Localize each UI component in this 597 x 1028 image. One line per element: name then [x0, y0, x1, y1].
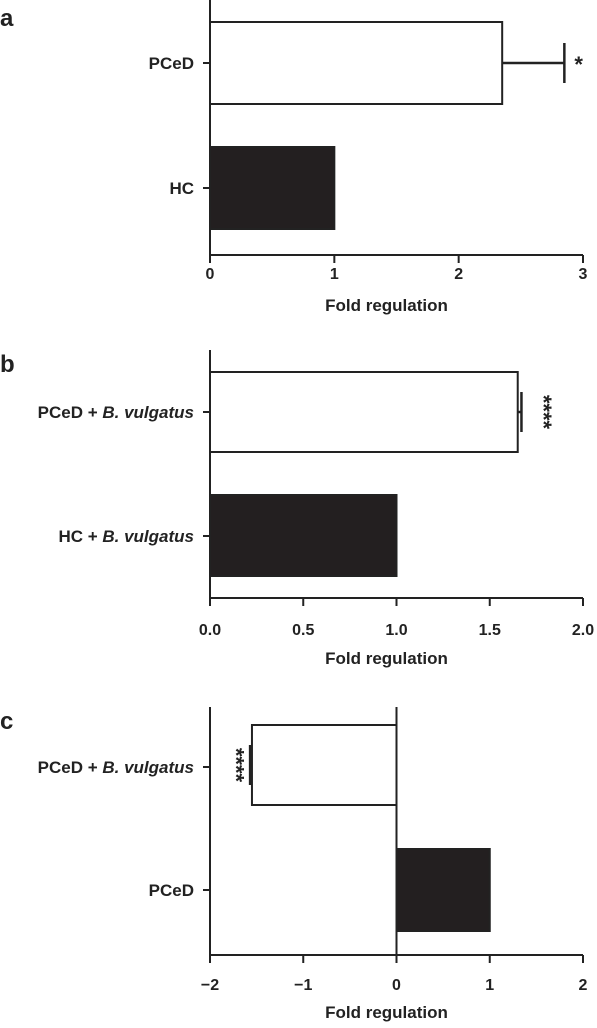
bar-2 — [209, 494, 398, 577]
bar-2 — [395, 848, 491, 932]
category-label: HC + B. vulgatus — [58, 527, 194, 546]
x-tick-label: 3 — [579, 266, 588, 283]
x-tick-label: 0.5 — [292, 622, 314, 639]
x-tick-label: −2 — [201, 977, 219, 994]
category-label: HC — [169, 179, 194, 198]
bar-1 — [209, 21, 504, 105]
x-tick-label: 1 — [330, 266, 339, 283]
bar-1 — [250, 724, 398, 806]
significance-marker: * — [574, 52, 583, 77]
x-tick-label: 2 — [454, 266, 463, 283]
x-axis-title: Fold regulation — [325, 649, 448, 668]
x-tick-label: 0 — [392, 977, 401, 994]
category-label: PCeD — [149, 881, 194, 900]
significance-marker: **** — [223, 748, 248, 783]
x-tick-label: −1 — [294, 977, 312, 994]
x-tick-label: 2.0 — [572, 622, 594, 639]
x-tick-label: 0 — [206, 266, 215, 283]
significance-marker: **** — [531, 395, 556, 430]
category-label: PCeD + B. vulgatus — [38, 403, 194, 422]
category-label: PCeD + B. vulgatus — [38, 758, 194, 777]
x-tick-label: 1.5 — [479, 622, 501, 639]
bar-1 — [209, 371, 519, 453]
x-axis-title: Fold regulation — [325, 296, 448, 315]
x-tick-label: 0.0 — [199, 622, 221, 639]
bar-2 — [209, 146, 336, 230]
x-axis-title: Fold regulation — [325, 1003, 448, 1022]
panel-letter: a — [0, 5, 14, 32]
x-tick-label: 1 — [485, 977, 494, 994]
panel-b: b **** PCeD + B. vulgatus HC + B. vulgatus 0… — [0, 350, 594, 668]
panel-letter: b — [0, 351, 15, 378]
panel-a: a * PCeD HC 0 1 2 3 Fold regulation — [0, 0, 588, 315]
x-tick-label: 2 — [579, 977, 588, 994]
x-tick-label: 1.0 — [385, 622, 407, 639]
panel-c: c **** PCeD + B. vulgatus PCeD −2 −1 0 1 2 Fold r… — [0, 707, 588, 1022]
category-label: PCeD — [149, 54, 194, 73]
panel-letter: c — [0, 708, 13, 735]
